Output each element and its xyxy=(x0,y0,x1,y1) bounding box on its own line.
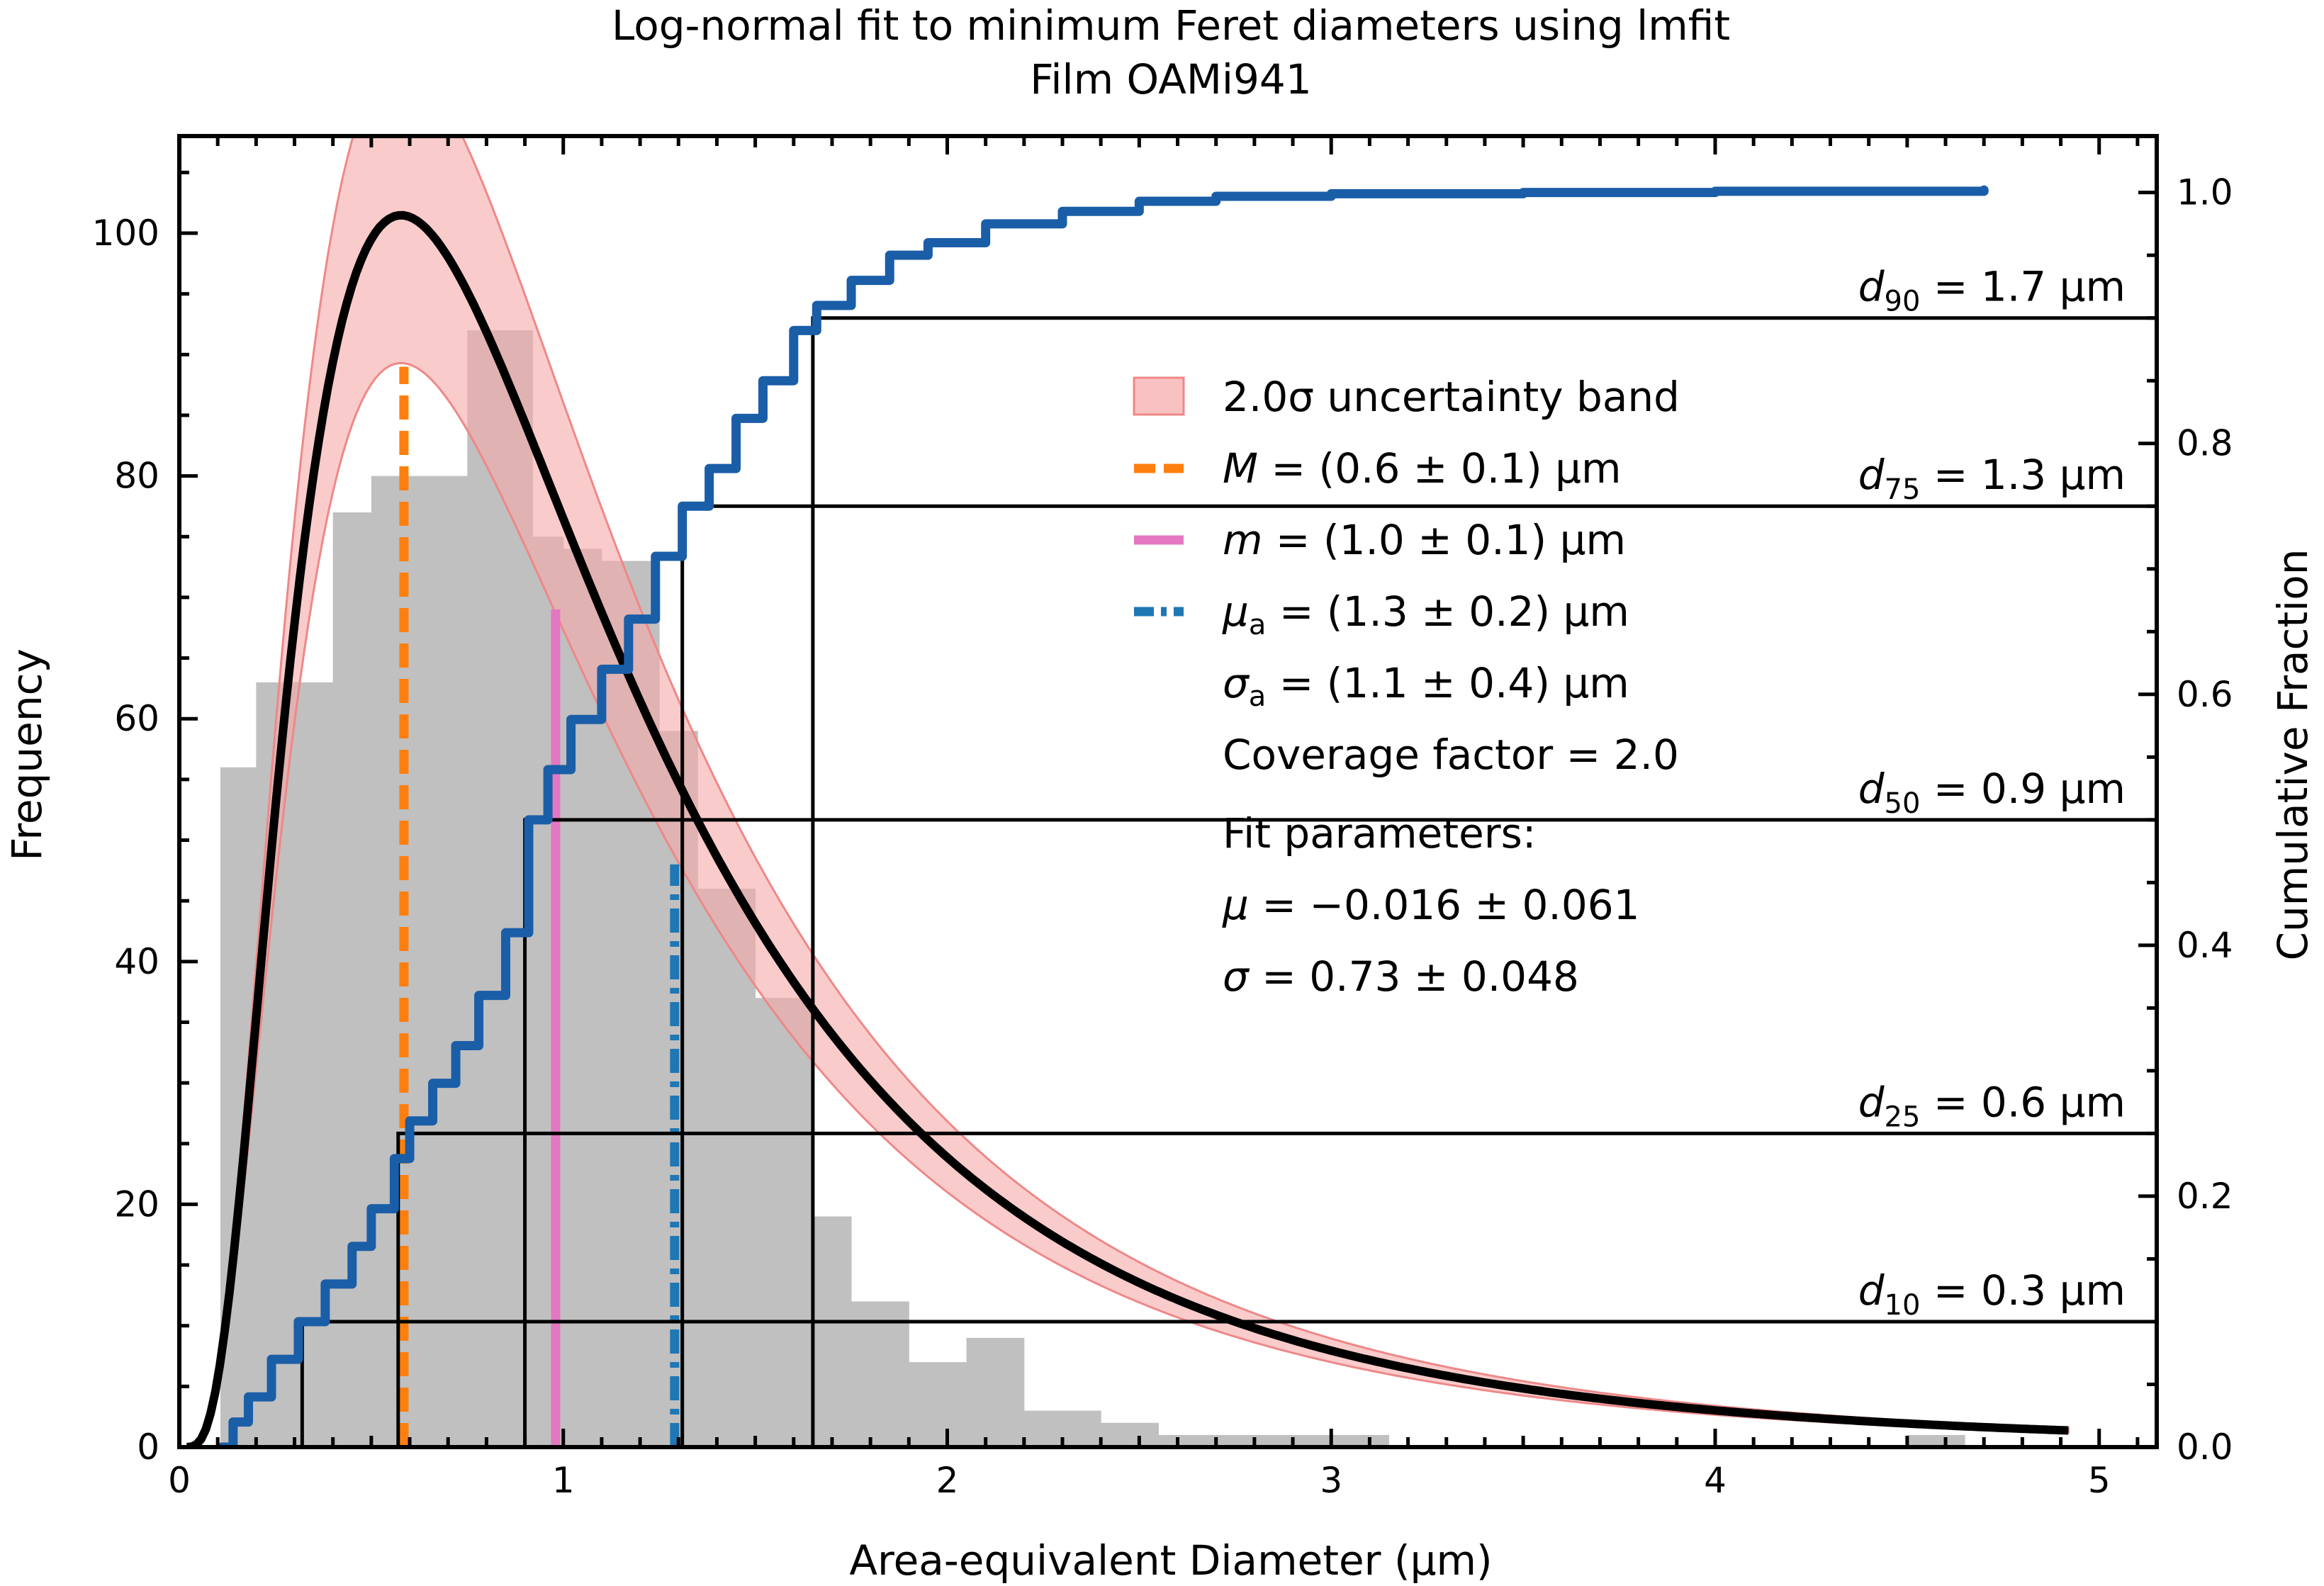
chart-subtitle: Film OAMi941 xyxy=(1030,55,1311,103)
histogram-bar xyxy=(755,998,814,1447)
y-left-tick-label: 0 xyxy=(137,1427,159,1468)
x-tick-label: 3 xyxy=(1320,1460,1342,1501)
fit-parameter-mu: μ = −0.016 ± 0.061 xyxy=(1222,881,1640,929)
y-left-tick-label: 100 xyxy=(92,213,159,254)
histogram-bar xyxy=(1907,1434,1965,1447)
y-right-tick-label: 0.8 xyxy=(2177,423,2233,464)
cdf-line xyxy=(217,185,1989,1447)
y-axis-right-label: Cumulative Fraction xyxy=(2269,549,2317,961)
histogram-bar xyxy=(909,1362,967,1447)
y-left-tick-label: 60 xyxy=(114,698,159,739)
plot-content xyxy=(186,136,2157,1447)
x-tick-label: 1 xyxy=(552,1460,575,1501)
y-right-tick-label: 0.0 xyxy=(2177,1427,2233,1468)
x-tick-label: 2 xyxy=(936,1460,959,1501)
percentile-label-d90: d90 = 1.7 μm xyxy=(1858,263,2126,318)
y-axis-left-label: Frequency xyxy=(3,648,51,861)
histogram-bar xyxy=(1331,1434,1390,1447)
plot-frame xyxy=(177,134,2159,1449)
legend-entry-mean: μa = (1.3 ± 0.2) μm xyxy=(1222,587,1629,641)
x-tick-label: 0 xyxy=(168,1460,191,1501)
histogram-bar xyxy=(332,512,372,1447)
y-left-tick-label: 20 xyxy=(114,1183,159,1225)
plot-layer: d10 = 0.3 μm d25 = 0.6 μm d50 = 0.9 μm d75 … xyxy=(92,134,2233,1501)
legend-band-swatch xyxy=(1133,376,1185,416)
percentile-line-d25 xyxy=(396,1131,2157,1447)
fit-parameters-heading: Fit parameters: xyxy=(1223,809,1536,857)
fit-parameter-sigma: σ = 0.73 ± 0.048 xyxy=(1223,952,1579,1001)
percentile-label-d75: d75 = 1.3 μm xyxy=(1858,451,2126,506)
legend-entry-median: m = (1.0 ± 0.1) μm xyxy=(1223,516,1626,564)
legend: 2.0σ uncertainty band M = (0.6 ± 0.1) μm m… xyxy=(1133,373,1680,1001)
tick-group xyxy=(177,136,2157,1449)
percentile-label-d50: d50 = 0.9 μm xyxy=(1858,765,2126,820)
legend-entry-patch: 2.0σ uncertainty band xyxy=(1223,373,1680,421)
x-axis-label: Area-equivalent Diameter (μm) xyxy=(849,1536,1492,1585)
x-tick-label: 4 xyxy=(1704,1460,1727,1501)
chart-title: Log-normal fit to minimum Feret diameter… xyxy=(612,1,1730,50)
y-right-tick-label: 0.6 xyxy=(2177,674,2233,715)
legend-extra-line: σa = (1.1 ± 0.4) μm xyxy=(1223,659,1629,713)
y-left-tick-label: 40 xyxy=(114,941,159,982)
y-left-tick-label: 80 xyxy=(114,456,159,497)
fit-curve xyxy=(186,210,2069,1447)
x-tick-label: 5 xyxy=(2088,1460,2111,1501)
histogram-bar xyxy=(812,1216,852,1447)
legend-entry-mode: M = (0.6 ± 0.1) μm xyxy=(1223,444,1622,493)
percentile-label-d10: d10 = 0.3 μm xyxy=(1858,1266,2126,1322)
histogram-bar xyxy=(1273,1434,1332,1447)
histogram-bar xyxy=(966,1337,1025,1447)
y-right-tick-label: 0.4 xyxy=(2177,925,2233,966)
y-right-tick-label: 0.2 xyxy=(2177,1176,2233,1217)
histogram-bar xyxy=(697,889,756,1447)
histogram-bar xyxy=(1158,1434,1217,1447)
histogram-bar xyxy=(1216,1434,1274,1447)
histogram-bar xyxy=(410,476,468,1447)
histogram-bar xyxy=(1101,1422,1159,1447)
y-right-tick-label: 1.0 xyxy=(2177,172,2233,213)
histogram-bar xyxy=(851,1301,909,1447)
percentile-label-d25: d25 = 0.6 μm xyxy=(1858,1078,2126,1133)
legend-extra-line: Coverage factor = 2.0 xyxy=(1223,731,1679,779)
